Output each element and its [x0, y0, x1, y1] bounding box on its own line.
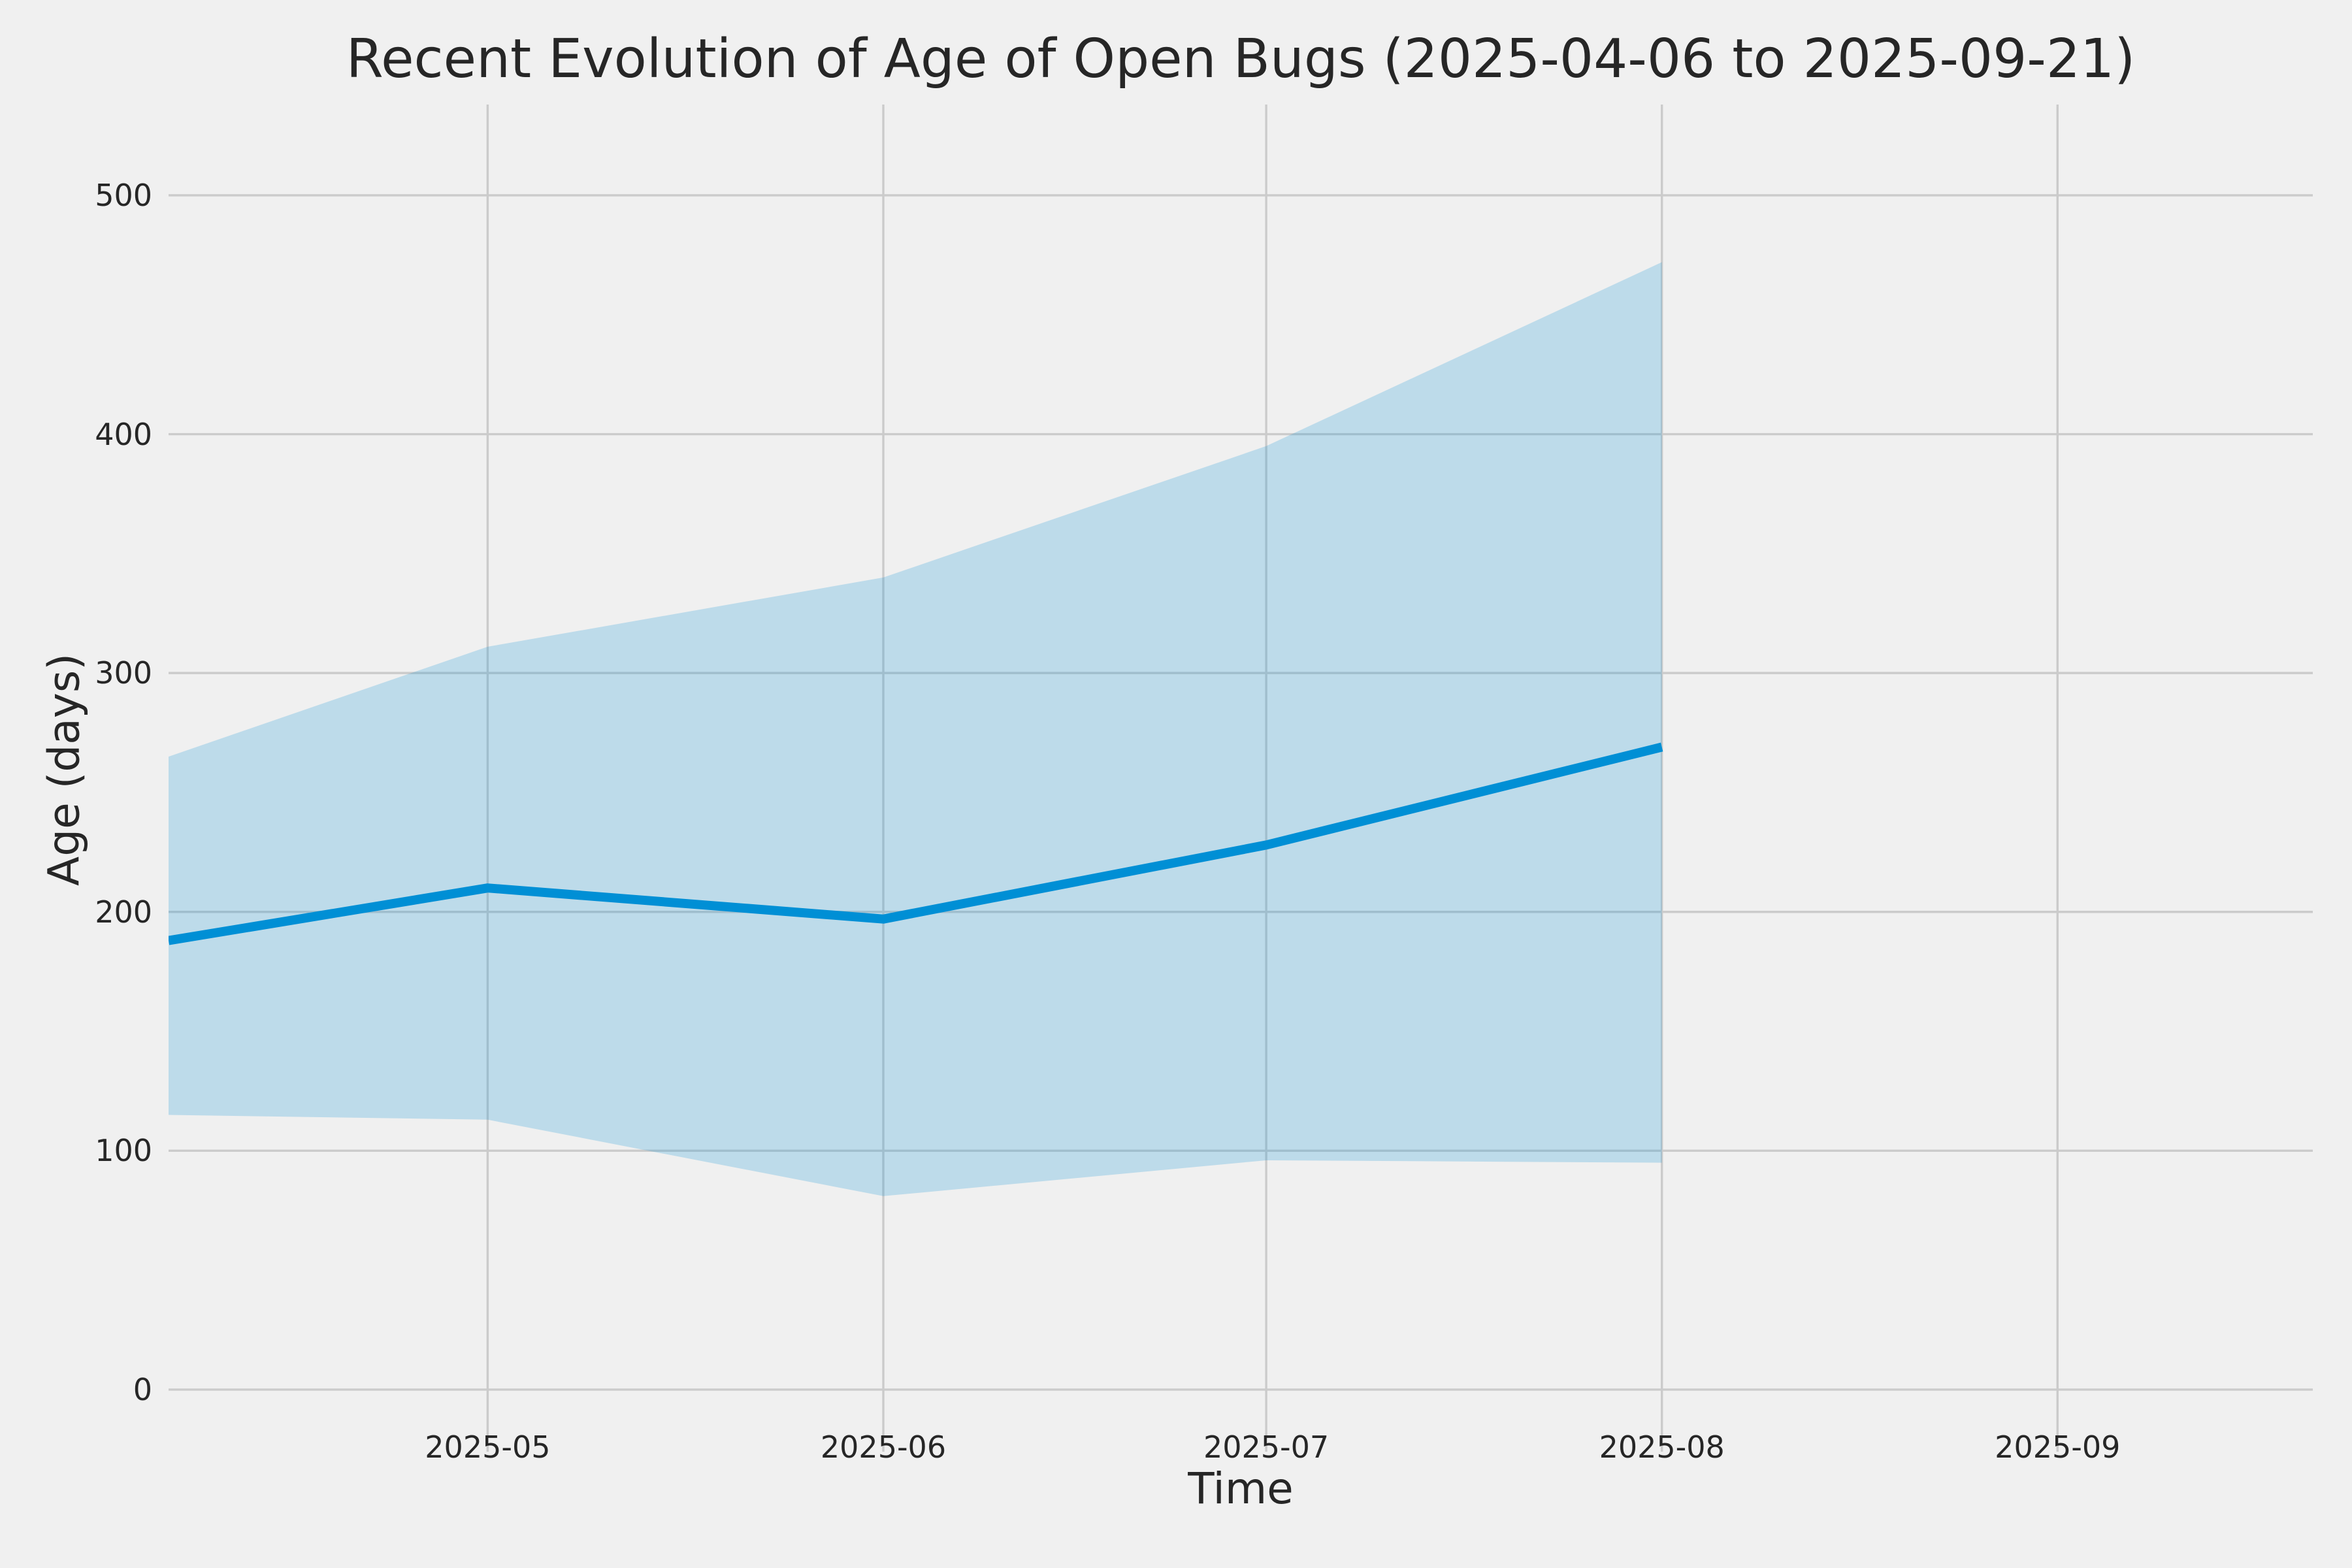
x-tick-label: 2025-07 — [1203, 1429, 1330, 1465]
y-tick-label: 0 — [133, 1371, 152, 1407]
y-tick-label: 500 — [95, 177, 152, 213]
y-tick-label: 200 — [95, 894, 152, 930]
mean-age-line — [169, 742, 1663, 945]
y-tick-label: 100 — [95, 1133, 152, 1169]
chart-title: Recent Evolution of Age of Open Bugs (20… — [346, 28, 2136, 90]
confidence-band — [169, 262, 1662, 1196]
x-tick-label: 2025-08 — [1599, 1429, 1725, 1465]
x-tick-label: 2025-06 — [820, 1429, 947, 1465]
x-tick-label: 2025-09 — [1995, 1429, 2121, 1465]
y-tick-label: 400 — [95, 416, 152, 452]
plot-area — [169, 105, 2313, 1452]
x-tick-label: 2025-05 — [425, 1429, 551, 1465]
x-axis-label: Time — [1188, 1463, 1294, 1514]
y-tick-label: 300 — [95, 655, 152, 691]
